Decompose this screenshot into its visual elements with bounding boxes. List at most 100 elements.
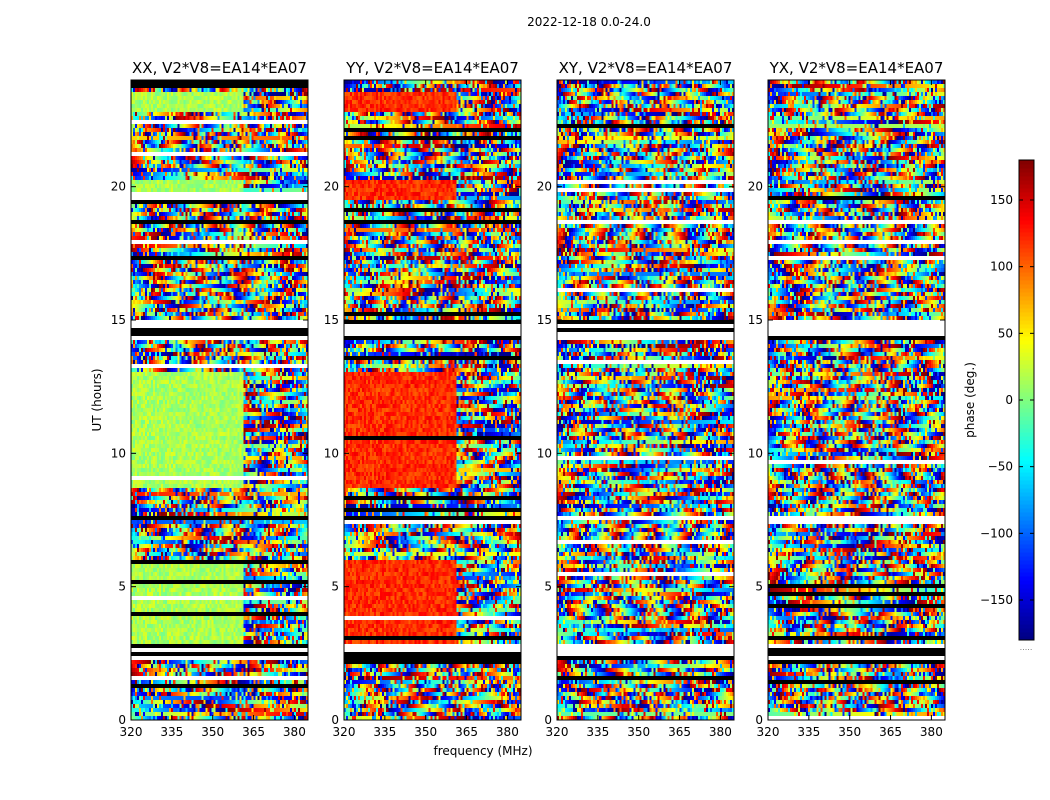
colorbar-swatch bbox=[1019, 424, 1034, 429]
colorbar-swatch bbox=[1019, 272, 1034, 277]
colorbar-swatch bbox=[1019, 616, 1034, 621]
colorbar-swatch bbox=[1019, 376, 1034, 381]
colorbar-swatch bbox=[1019, 552, 1034, 557]
panel-title: YY, V2*V8=EA14*EA07 bbox=[345, 59, 519, 77]
colorbar-swatch bbox=[1019, 380, 1034, 385]
colorbar-swatch bbox=[1019, 312, 1034, 317]
colorbar-swatch bbox=[1019, 572, 1034, 577]
colorbar-swatch bbox=[1019, 384, 1034, 389]
colorbar-swatch bbox=[1019, 256, 1034, 261]
colorbar-swatch bbox=[1019, 448, 1034, 453]
colorbar-tick-label: 100 bbox=[990, 260, 1013, 274]
colorbar-label: phase (deg.) bbox=[963, 362, 977, 438]
x-tick-label: 350 bbox=[627, 725, 650, 739]
x-tick-label: 320 bbox=[757, 725, 780, 739]
colorbar-swatch bbox=[1019, 260, 1034, 265]
x-tick-label: 365 bbox=[879, 725, 902, 739]
x-tick-label: 365 bbox=[455, 725, 478, 739]
colorbar-swatch bbox=[1019, 264, 1034, 269]
colorbar-swatch bbox=[1019, 544, 1034, 549]
colorbar-swatch bbox=[1019, 540, 1034, 545]
x-tick-label: 380 bbox=[283, 725, 306, 739]
colorbar-swatch bbox=[1019, 288, 1034, 293]
x-tick-label: 350 bbox=[414, 725, 437, 739]
colorbar-swatch bbox=[1019, 528, 1034, 533]
colorbar-swatch bbox=[1019, 392, 1034, 397]
colorbar: −150 −100 −50 0 50 100 150 bbox=[980, 159, 1035, 641]
colorbar-swatch bbox=[1019, 160, 1034, 165]
colorbar-swatch bbox=[1019, 612, 1034, 617]
y-axis-label: UT (hours) bbox=[90, 368, 104, 431]
y-tick-label: 15 bbox=[324, 313, 339, 327]
colorbar-swatch bbox=[1019, 592, 1034, 597]
colorbar-swatch bbox=[1019, 224, 1034, 229]
colorbar-swatch bbox=[1019, 316, 1034, 321]
x-tick-label: 320 bbox=[333, 725, 356, 739]
x-tick-label: 380 bbox=[709, 725, 732, 739]
x-tick-label: 335 bbox=[160, 725, 183, 739]
y-tick-label: 15 bbox=[111, 313, 126, 327]
colorbar-swatch bbox=[1019, 596, 1034, 601]
y-tick-label: 15 bbox=[537, 313, 552, 327]
heatmap-image-2 bbox=[557, 80, 734, 720]
figure-title: 2022-12-18 0.0-24.0 bbox=[527, 15, 651, 29]
colorbar-swatch bbox=[1019, 524, 1034, 529]
panel-0: XX, V2*V8=EA14*EA07 320 335 350 365 380 0 5 10 15… bbox=[111, 59, 309, 739]
colorbar-swatch bbox=[1019, 556, 1034, 561]
colorbar-swatch bbox=[1019, 624, 1034, 629]
colorbar-swatch bbox=[1019, 212, 1034, 217]
colorbar-swatch bbox=[1019, 568, 1034, 573]
colorbar-swatch bbox=[1019, 364, 1034, 369]
colorbar-swatch bbox=[1019, 636, 1034, 641]
colorbar-swatch bbox=[1019, 352, 1034, 357]
panel-frame bbox=[130, 79, 309, 721]
colorbar-swatch bbox=[1019, 336, 1034, 341]
colorbar-swatch bbox=[1019, 296, 1034, 301]
colorbar-swatch bbox=[1019, 512, 1034, 517]
colorbar-tick-label: −100 bbox=[980, 526, 1013, 540]
colorbar-swatch bbox=[1019, 372, 1034, 377]
colorbar-swatch bbox=[1019, 348, 1034, 353]
colorbar-swatch bbox=[1019, 172, 1034, 177]
colorbar-swatch bbox=[1019, 496, 1034, 501]
colorbar-swatch bbox=[1019, 300, 1034, 305]
colorbar-swatch bbox=[1019, 580, 1034, 585]
x-tick-label: 335 bbox=[797, 725, 820, 739]
colorbar-swatch bbox=[1019, 188, 1034, 193]
colorbar-swatch bbox=[1019, 564, 1034, 569]
colorbar-swatch bbox=[1019, 476, 1034, 481]
colorbar-swatch bbox=[1019, 216, 1034, 221]
y-tick-label: 10 bbox=[324, 446, 339, 460]
y-tick-label: 0 bbox=[331, 713, 339, 727]
x-tick-label: 350 bbox=[838, 725, 861, 739]
colorbar-footnote: ..... bbox=[1020, 643, 1033, 652]
heatmap-image-1 bbox=[344, 80, 521, 720]
panel-title: YX, V2*V8=EA14*EA07 bbox=[769, 59, 944, 77]
colorbar-swatch bbox=[1019, 184, 1034, 189]
panel-frame bbox=[556, 79, 735, 721]
colorbar-swatch bbox=[1019, 248, 1034, 253]
colorbar-swatch bbox=[1019, 164, 1034, 169]
y-tick-label: 5 bbox=[331, 580, 339, 594]
y-tick-label: 15 bbox=[748, 313, 763, 327]
x-tick-label: 365 bbox=[668, 725, 691, 739]
x-tick-label: 380 bbox=[920, 725, 943, 739]
colorbar-swatch bbox=[1019, 576, 1034, 581]
colorbar-swatch bbox=[1019, 284, 1034, 289]
panel-title: XX, V2*V8=EA14*EA07 bbox=[132, 59, 307, 77]
colorbar-swatch bbox=[1019, 276, 1034, 281]
colorbar-swatch bbox=[1019, 332, 1034, 337]
colorbar-swatch bbox=[1019, 416, 1034, 421]
colorbar-swatch bbox=[1019, 464, 1034, 469]
y-tick-label: 5 bbox=[544, 580, 552, 594]
colorbar-swatch bbox=[1019, 220, 1034, 225]
colorbar-swatch bbox=[1019, 204, 1034, 209]
colorbar-swatch bbox=[1019, 500, 1034, 505]
panel-title: XY, V2*V8=EA14*EA07 bbox=[559, 59, 733, 77]
colorbar-swatch bbox=[1019, 460, 1034, 465]
colorbar-swatch bbox=[1019, 396, 1034, 401]
colorbar-tick-label: 0 bbox=[1005, 393, 1013, 407]
y-tick-label: 20 bbox=[748, 180, 763, 194]
y-tick-label: 0 bbox=[755, 713, 763, 727]
